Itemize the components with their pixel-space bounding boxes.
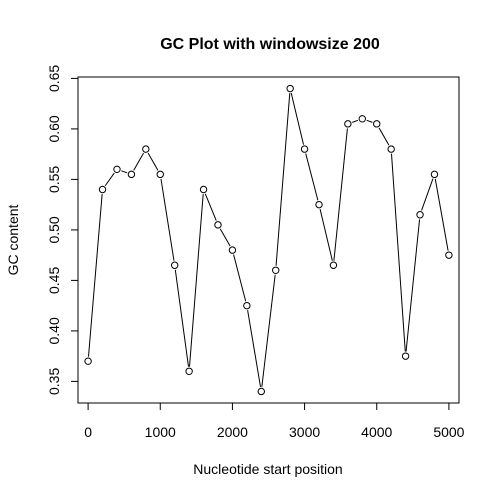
data-point bbox=[373, 120, 381, 128]
series-segment bbox=[174, 269, 190, 367]
y-axis-label: GC content bbox=[5, 204, 21, 275]
series-segment bbox=[390, 153, 406, 352]
series-segment bbox=[204, 193, 217, 221]
series-segment bbox=[405, 219, 421, 352]
y-tick-label: 0.50 bbox=[46, 216, 62, 243]
data-point bbox=[315, 200, 323, 209]
data-point bbox=[445, 251, 453, 259]
y-tick-label: 0.60 bbox=[46, 115, 62, 142]
x-tick-label: 5000 bbox=[433, 424, 464, 440]
y-tick-label: 0.35 bbox=[46, 368, 62, 395]
series-segment bbox=[434, 178, 449, 251]
plot-frame bbox=[77, 76, 460, 404]
y-axis: 0.35 0.40 0.45 0.50 0.55 0.60 0.65 bbox=[46, 65, 79, 395]
data-point bbox=[272, 266, 280, 274]
data-point bbox=[228, 246, 237, 254]
data-point bbox=[430, 170, 439, 179]
series-segment bbox=[290, 92, 305, 145]
y-tick-label: 0.45 bbox=[46, 267, 62, 294]
data-point bbox=[127, 170, 136, 179]
data-point bbox=[98, 185, 107, 194]
chart-title: GC Plot with windowsize 200 bbox=[160, 36, 380, 53]
series-segment bbox=[233, 254, 247, 302]
x-axis-label: Nucleotide start position bbox=[193, 461, 342, 477]
series-segment bbox=[305, 153, 319, 201]
gc-series bbox=[84, 84, 453, 396]
series-segment bbox=[378, 127, 390, 146]
series-segment bbox=[121, 170, 128, 174]
x-axis: 0 1000 2000 3000 4000 5000 bbox=[84, 402, 465, 440]
series-segment bbox=[275, 93, 291, 266]
x-tick-label: 4000 bbox=[361, 424, 392, 440]
data-point bbox=[170, 261, 179, 269]
y-tick-label: 0.65 bbox=[46, 65, 62, 92]
data-point bbox=[329, 261, 338, 269]
series-segment bbox=[104, 172, 115, 187]
data-point bbox=[344, 120, 352, 128]
data-point bbox=[156, 170, 164, 179]
series-segment bbox=[247, 310, 262, 388]
x-tick-label: 1000 bbox=[145, 424, 176, 440]
data-point bbox=[401, 352, 410, 360]
data-point bbox=[300, 145, 309, 153]
data-point bbox=[286, 84, 294, 93]
series-segment bbox=[188, 194, 204, 367]
series-segment bbox=[366, 119, 373, 123]
data-point bbox=[358, 115, 367, 123]
series-segment bbox=[147, 152, 159, 171]
data-point bbox=[185, 367, 193, 375]
x-tick-label: 0 bbox=[84, 424, 92, 440]
data-point bbox=[199, 185, 208, 194]
series-segment bbox=[160, 178, 175, 261]
data-point bbox=[257, 387, 265, 396]
data-point bbox=[416, 211, 424, 219]
y-tick-label: 0.55 bbox=[46, 166, 62, 193]
series-segment bbox=[421, 178, 434, 211]
series-segment bbox=[352, 119, 359, 123]
data-point bbox=[214, 221, 222, 229]
data-point bbox=[84, 357, 92, 365]
data-point bbox=[387, 145, 395, 153]
data-point bbox=[243, 301, 251, 310]
series-segment bbox=[133, 152, 144, 171]
series-segment bbox=[261, 274, 276, 387]
series-segment bbox=[219, 228, 231, 247]
x-tick-label: 3000 bbox=[289, 424, 320, 440]
series-segment bbox=[319, 209, 333, 261]
x-tick-label: 2000 bbox=[217, 424, 248, 440]
data-point bbox=[113, 165, 121, 174]
series-segment bbox=[87, 194, 103, 357]
series-segment bbox=[333, 128, 348, 261]
y-tick-label: 0.40 bbox=[46, 317, 62, 344]
data-point bbox=[142, 145, 150, 153]
